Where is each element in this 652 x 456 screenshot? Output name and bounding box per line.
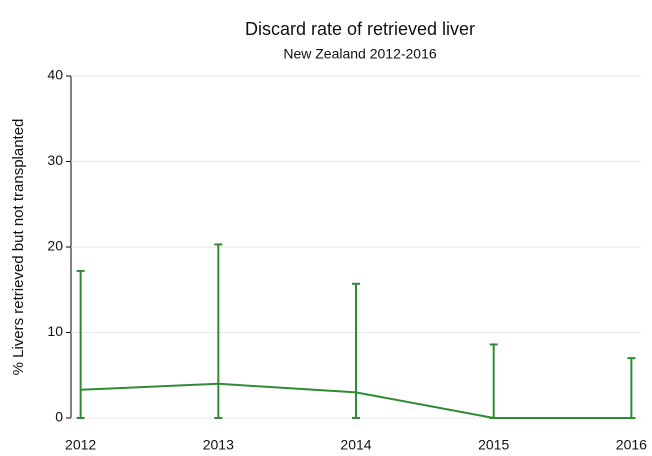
x-tick-label: 2013 [203,437,234,453]
y-tick-label: 40 [47,67,63,83]
x-tick-label: 2014 [340,437,371,453]
y-tick-label: 30 [47,152,63,168]
y-tick-label: 20 [47,238,63,254]
y-axis-label: % Livers retrieved but not transplanted [10,119,27,376]
chart-title: Discard rate of retrieved liver [245,19,475,39]
y-tick-label: 10 [47,323,63,339]
x-tick-label: 2012 [65,437,96,453]
line [80,382,632,419]
y-tick-label: 0 [55,409,63,425]
chart-subtitle: New Zealand 2012-2016 [283,46,437,62]
x-tick-label: 2016 [616,437,647,453]
x-tick-label: 2015 [478,437,509,453]
